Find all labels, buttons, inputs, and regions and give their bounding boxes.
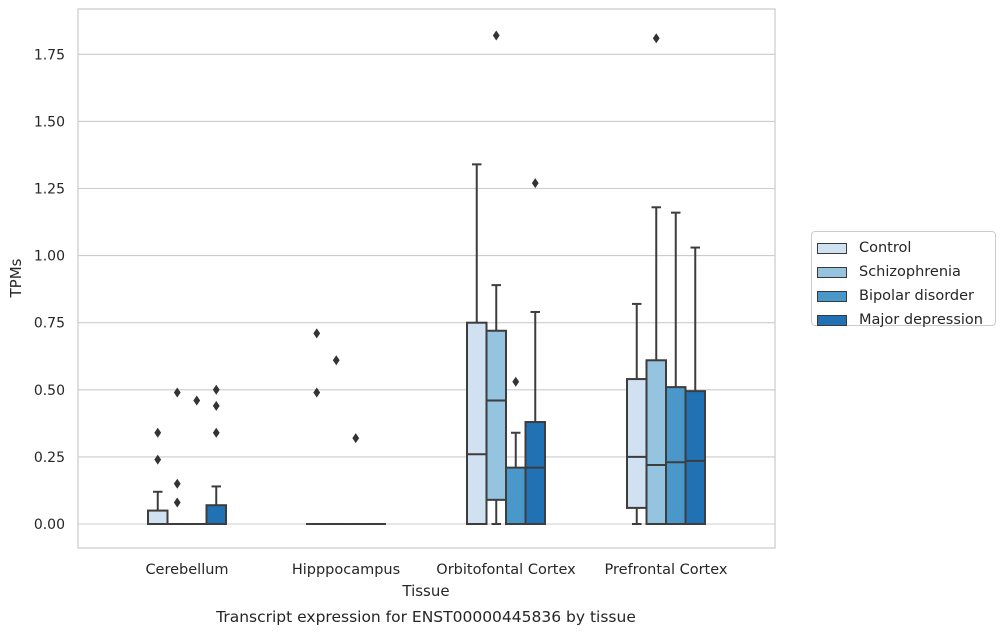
outlier-point xyxy=(531,178,539,189)
box-body xyxy=(147,509,169,525)
box xyxy=(345,433,367,526)
y-tick-label: 0.75 xyxy=(34,316,65,332)
box-body xyxy=(665,386,687,525)
box xyxy=(485,30,507,525)
x-tick-label: Hipppocampus xyxy=(292,562,400,578)
outlier-point xyxy=(173,497,181,508)
box xyxy=(325,355,347,526)
gridlines xyxy=(78,53,775,525)
x-tick-label: Prefrontal Cortex xyxy=(605,562,728,578)
outlier-point xyxy=(332,355,340,366)
outlier-point xyxy=(652,33,660,44)
box-body xyxy=(466,321,488,526)
outlier-point xyxy=(313,387,321,398)
box xyxy=(166,387,188,526)
legend-label: Major depression xyxy=(859,312,983,328)
box xyxy=(645,33,667,525)
legend-item-bipolar-disorder: Bipolar disorder xyxy=(817,284,995,308)
outlier-point xyxy=(212,427,220,438)
chart-title: Transcript expression for ENST0000044583… xyxy=(215,608,636,626)
outlier-point xyxy=(212,384,220,395)
outlier-point xyxy=(352,433,360,444)
box xyxy=(665,211,687,525)
legend-label: Bipolar disorder xyxy=(859,288,974,304)
box xyxy=(205,384,227,526)
box xyxy=(147,427,169,525)
y-tick-label: 0.50 xyxy=(34,383,65,399)
series-schizophrenia xyxy=(166,30,667,526)
box xyxy=(684,246,706,525)
box-body xyxy=(205,504,227,526)
outlier-point xyxy=(313,328,321,339)
x-tick-labels: Cerebellum Hipppocampus Orbitofontal Corte… xyxy=(145,562,727,578)
legend-label: Control xyxy=(859,240,912,256)
series-major-depression xyxy=(205,178,706,526)
y-tick-label: 1.50 xyxy=(34,114,65,130)
legend-swatch-control xyxy=(817,242,847,254)
outlier-point xyxy=(212,400,220,411)
box-body xyxy=(505,466,527,525)
x-axis-label: Tissue xyxy=(401,582,449,600)
box xyxy=(466,163,488,526)
y-tick-label: 0.00 xyxy=(34,517,65,533)
legend-item-schizophrenia: Schizophrenia xyxy=(817,260,995,284)
box-body xyxy=(524,421,546,525)
y-tick-label: 1.00 xyxy=(34,249,65,265)
box-body xyxy=(684,390,706,525)
y-axis-label: TPMs xyxy=(7,258,25,298)
outlier-point xyxy=(492,30,500,41)
legend-item-major-depression: Major depression xyxy=(817,308,995,332)
legend-swatch-schizophrenia xyxy=(817,266,847,278)
box xyxy=(524,178,546,525)
box xyxy=(626,302,648,525)
y-tick-labels: 0.00 0.25 0.50 0.75 1.00 1.25 1.50 1.75 xyxy=(34,47,65,533)
plot-frame xyxy=(77,8,776,549)
box-body xyxy=(485,329,507,501)
legend-swatch-bipolar-disorder xyxy=(817,290,847,302)
box-series xyxy=(147,30,706,526)
outlier-point xyxy=(512,376,520,387)
box xyxy=(306,328,328,526)
series-bipolar-disorder xyxy=(186,211,687,526)
legend: Control Schizophrenia Bipolar disorder M… xyxy=(811,231,996,328)
outlier-point xyxy=(154,427,162,438)
legend-swatch-major-depression xyxy=(817,314,847,326)
x-tick-label: Cerebellum xyxy=(145,562,228,578)
outlier-point xyxy=(154,454,162,465)
outlier-point xyxy=(193,395,201,406)
legend-label: Schizophrenia xyxy=(859,264,961,280)
y-tick-label: 1.75 xyxy=(34,47,65,63)
box-body xyxy=(645,359,667,525)
box xyxy=(186,395,208,526)
box xyxy=(505,376,527,525)
outlier-point xyxy=(173,387,181,398)
legend-item-control: Control xyxy=(817,236,995,260)
series-control xyxy=(147,163,648,526)
y-tick-label: 1.25 xyxy=(34,182,65,198)
y-tick-label: 0.25 xyxy=(34,450,65,466)
outlier-point xyxy=(173,478,181,489)
box-body xyxy=(626,378,648,509)
x-tick-label: Orbitofontal Cortex xyxy=(436,562,576,578)
